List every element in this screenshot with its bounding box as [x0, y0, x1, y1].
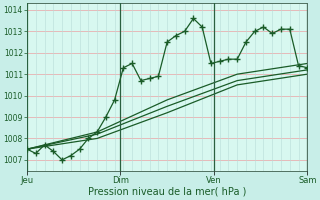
X-axis label: Pression niveau de la mer( hPa ): Pression niveau de la mer( hPa ) [88, 187, 246, 197]
